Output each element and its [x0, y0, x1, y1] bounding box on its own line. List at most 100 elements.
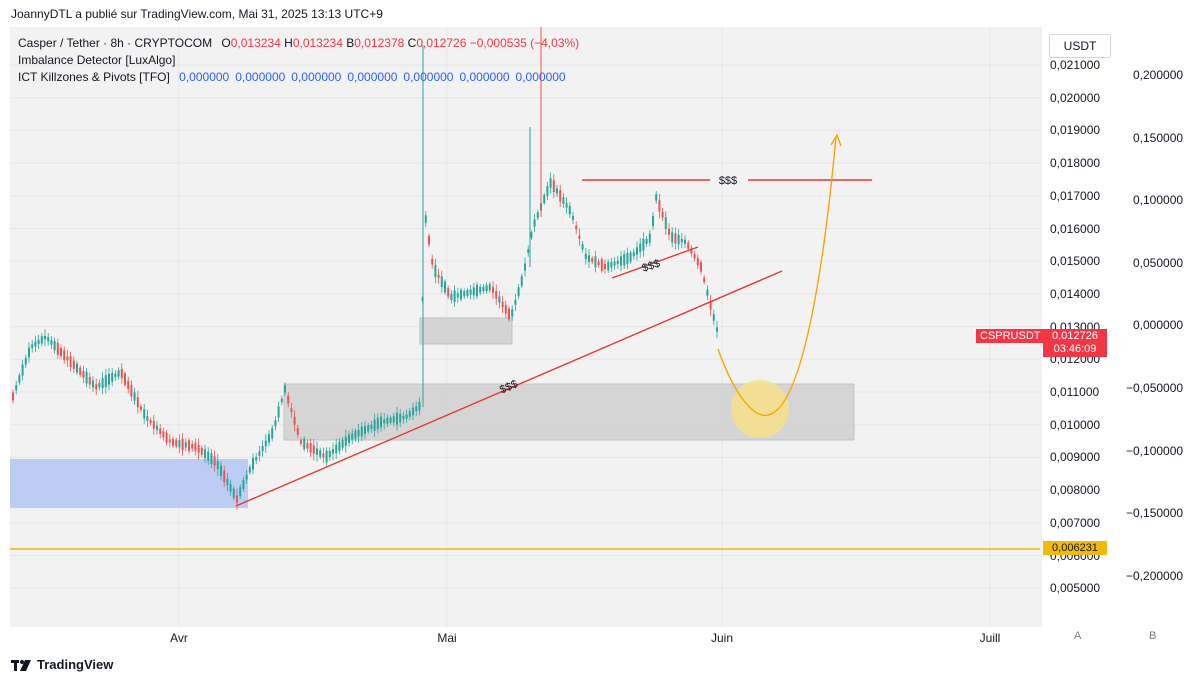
candle-body [344, 436, 347, 446]
time-axis[interactable]: Avr Mai Juin Juill [10, 627, 1042, 649]
candle-body [242, 479, 245, 489]
candle-body [364, 426, 366, 434]
candle-body [594, 256, 597, 268]
candle-body [652, 215, 654, 227]
chart-frame[interactable]: $$$ $$$ $$$ Casper / Tether · 8h · CRYPT… [10, 27, 1188, 649]
trendline [235, 270, 783, 507]
indicator-scale-tick: 0,200000 [1133, 68, 1184, 82]
candle-body [44, 335, 46, 340]
candle-body [709, 301, 712, 310]
candle-body [284, 385, 286, 393]
candle-body [527, 249, 530, 253]
candle-body [24, 357, 27, 365]
candle-body [133, 392, 136, 401]
candle-body [479, 286, 482, 293]
candle-body [306, 443, 309, 449]
candle-body [50, 340, 53, 345]
candle-body [700, 262, 702, 272]
candle-body [220, 465, 222, 477]
indicator-legend-1[interactable]: Imbalance Detector [LuxAlgo] [18, 53, 175, 67]
candle-body [712, 314, 715, 321]
indicator-2-value: 0,000000 [403, 70, 454, 84]
candle-body [597, 261, 600, 265]
candle-body [639, 243, 642, 252]
indicator-2-value: 0,000000 [515, 70, 566, 84]
liquidity-line-mid [611, 246, 699, 279]
chart-pane[interactable]: $$$ $$$ $$$ Casper / Tether · 8h · CRYPT… [10, 27, 1040, 627]
candle-body [264, 440, 267, 447]
candle-body [300, 440, 302, 444]
candle-body [162, 431, 165, 438]
candle-body [524, 263, 526, 271]
candle-body [552, 180, 555, 193]
candle-body [485, 285, 488, 292]
candle-body [383, 419, 386, 424]
candle-body [172, 439, 174, 446]
candle-body [316, 448, 318, 455]
candle-body [191, 443, 194, 449]
level-price-tag: 0,006231 [1043, 541, 1107, 555]
price-scale-tick: 0,017000 [1050, 188, 1101, 203]
price-scale-tick: 0,014000 [1050, 286, 1101, 301]
candle-body [18, 375, 21, 383]
candle-body [632, 252, 635, 257]
time-axis-label: Avr [170, 631, 188, 645]
price-chart[interactable]: $$$ $$$ $$$ [10, 27, 1040, 627]
indicator-scale[interactable]: 0,200000 0,150000 0,100000 0,050000 0,000000… [1122, 27, 1188, 649]
candle-body [274, 420, 277, 427]
projection-arrowhead [830, 133, 842, 147]
demand-zone-box [10, 459, 248, 508]
open-key: O [221, 36, 231, 50]
candle-body [236, 495, 238, 503]
scale-button-a[interactable]: A [1074, 630, 1082, 642]
candle-body [101, 378, 104, 388]
indicator-1-title[interactable]: Imbalance Detector [LuxAlgo] [18, 53, 176, 67]
candle-body [15, 385, 18, 391]
candle-body [120, 368, 123, 379]
indicator-2-value: 0,000000 [347, 70, 398, 84]
candle-body [309, 442, 312, 453]
indicator-2-value: 0,000000 [459, 70, 510, 84]
indicator-2-value: 0,000000 [235, 70, 286, 84]
symbol-legend[interactable]: Casper / Tether · 8h · CRYPTOCOM O0,0132… [18, 36, 579, 50]
candle-body [47, 337, 50, 342]
candle-body [53, 341, 56, 351]
candle-body [405, 414, 408, 419]
candle-body [431, 258, 434, 265]
candle-body [559, 190, 562, 202]
candle-body [645, 238, 648, 244]
candle-body [607, 261, 610, 271]
candle-body [31, 344, 34, 349]
candle-body [424, 215, 427, 223]
open-value: 0,013234 [230, 36, 281, 50]
projection-curve [717, 136, 837, 416]
symbol-title[interactable]: Casper / Tether · 8h · CRYPTOCOM [18, 36, 213, 50]
scale-button-b[interactable]: B [1149, 630, 1157, 642]
indicator-2-value: 0,000000 [291, 70, 342, 84]
indicator-legend-2[interactable]: ICT Killzones & Pivots [TFO] 0,000000 0,0… [18, 70, 572, 84]
low-value: 0,012378 [354, 36, 405, 50]
candle-body [626, 252, 629, 264]
tradingview-footer[interactable]: TradingView [11, 657, 113, 672]
imbalance-zone-small [419, 317, 513, 345]
candle-body [367, 425, 370, 432]
candle-body [258, 451, 261, 456]
candle-body [104, 375, 107, 387]
candle-body [332, 449, 334, 454]
candle-body [165, 432, 168, 443]
candle-body [229, 483, 232, 492]
candle-body [248, 466, 251, 473]
candle-body [463, 291, 466, 297]
candle-body [252, 458, 254, 470]
candle-body [402, 415, 405, 420]
time-axis-label: Juin [710, 631, 734, 645]
candle-body [140, 406, 142, 410]
currency-button[interactable]: USDT [1049, 34, 1111, 58]
change-value: −0,000535 (−4,03%) [469, 36, 580, 50]
indicator-2-title[interactable]: ICT Killzones & Pivots [TFO] [18, 70, 170, 84]
candle-body [319, 450, 322, 457]
candle-body [453, 290, 456, 302]
candle-body [613, 261, 616, 266]
indicator-scale-tick: −0,200000 [1126, 568, 1184, 583]
candle-body [648, 233, 651, 243]
